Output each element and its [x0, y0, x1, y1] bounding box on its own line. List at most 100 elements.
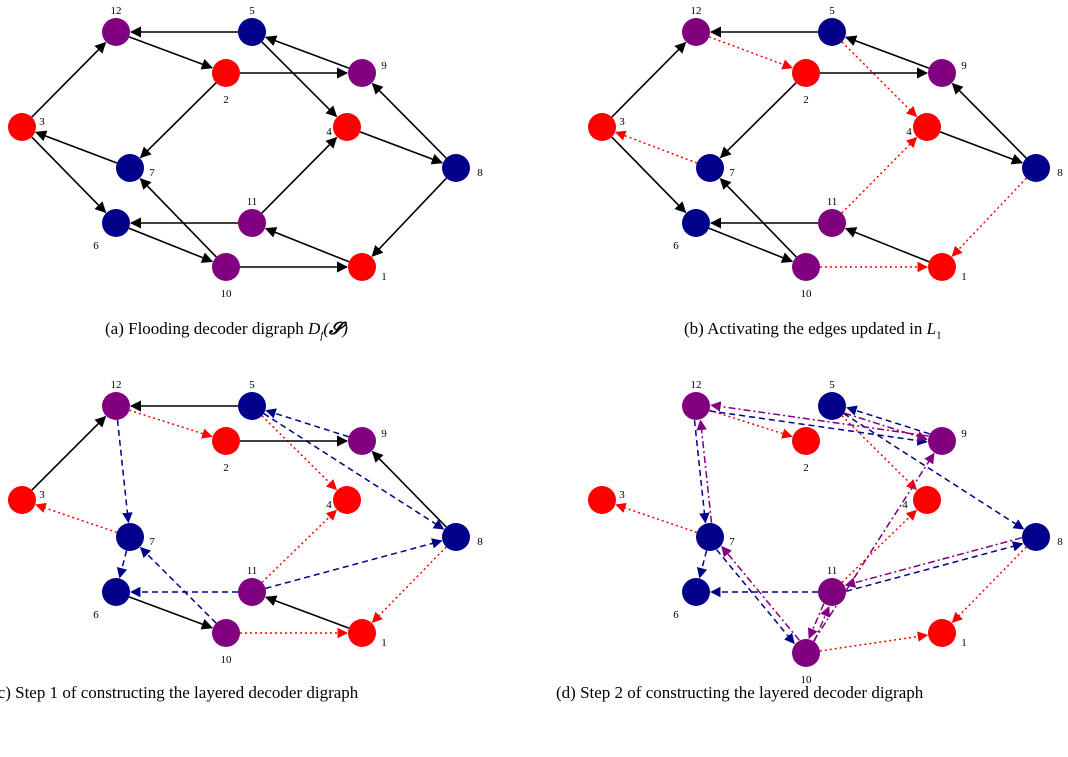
edge-5-to-9 — [844, 412, 928, 442]
caption-b-math: L1 — [926, 319, 942, 342]
node-4 — [913, 113, 941, 141]
edge-7-to-3 — [615, 502, 697, 534]
caption-a-text: (a) Flooding decoder digraph — [105, 319, 308, 338]
edge-12-to-2 — [708, 36, 793, 70]
caption-b-text: (b) Activating the edges updated in — [684, 319, 927, 338]
node-label-2: 2 — [803, 94, 809, 106]
panel-b: 1 2 3 4 5 6 7 8 9 10 11 12 — [580, 0, 1068, 300]
edge-11-to-8 — [265, 538, 443, 590]
edge-5-to-4 — [261, 41, 338, 118]
edge-9-to-5 — [845, 35, 930, 69]
edge-11-to-4 — [261, 136, 338, 214]
edge-10-to-7 — [139, 177, 217, 258]
edge-11-to-10 — [807, 603, 825, 639]
node-label-5: 5 — [249, 5, 255, 17]
edge-7-to-12 — [696, 419, 713, 523]
edge-11-to-4 — [841, 509, 917, 583]
node-label-3: 3 — [619, 116, 625, 128]
node-2 — [792, 427, 820, 455]
node-label-4: 4 — [906, 126, 912, 138]
node-9 — [928, 427, 956, 455]
node-label-11: 11 — [827, 196, 838, 208]
edge-8-to-1 — [371, 546, 447, 624]
node-10 — [792, 253, 820, 281]
caption-d: (d) Step 2 of constructing the layered d… — [556, 676, 1056, 710]
node-7 — [696, 154, 724, 182]
panel-a: 1 2 3 4 5 6 7 8 9 10 11 12 — [0, 0, 500, 300]
node-label-2: 2 — [223, 462, 229, 474]
node-10 — [212, 619, 240, 647]
edge-6-to-10 — [128, 227, 214, 263]
node-3 — [8, 113, 36, 141]
edge-11-to-4 — [261, 509, 337, 583]
node-11 — [818, 209, 846, 237]
node-2 — [212, 427, 240, 455]
panel-d: 1 2 3 4 5 6 7 8 9 10 11 12 — [580, 379, 1068, 686]
node-label-7: 7 — [729, 167, 735, 179]
node-label-7: 7 — [149, 536, 155, 548]
node-11 — [818, 578, 846, 606]
node-3 — [8, 486, 36, 514]
edge-12-to-9 — [709, 410, 928, 446]
node-label-5: 5 — [829, 5, 835, 17]
edge-10-to-7 — [139, 546, 217, 624]
node-label-6: 6 — [93, 240, 99, 252]
edge-9-to-12 — [710, 401, 929, 437]
node-label-4: 4 — [902, 499, 908, 511]
edge-8-to-9 — [371, 82, 447, 159]
node-label-12: 12 — [691, 379, 702, 391]
edge-8-to-1 — [951, 546, 1027, 624]
caption-b: (b) Activating the edges updated in L1 — [684, 312, 942, 352]
edge-7-to-3 — [34, 130, 118, 164]
node-label-8: 8 — [477, 167, 483, 179]
node-2 — [212, 59, 240, 87]
caption-c: (c) Step 1 of constructing the layered d… — [0, 676, 492, 710]
node-9 — [928, 59, 956, 87]
node-label-1: 1 — [381, 271, 387, 283]
node-label-11: 11 — [247, 565, 258, 577]
node-2 — [792, 59, 820, 87]
edge-5-to-8 — [263, 412, 445, 530]
node-10 — [792, 639, 820, 667]
edge-3-to-6 — [31, 136, 107, 214]
edges-a — [31, 26, 447, 273]
node-6 — [102, 578, 130, 606]
edge-11-to-8 — [846, 541, 1024, 592]
node-label-1: 1 — [381, 637, 387, 649]
node-5 — [818, 392, 846, 420]
node-12 — [682, 18, 710, 46]
node-1 — [928, 253, 956, 281]
node-11 — [238, 578, 266, 606]
node-1 — [928, 619, 956, 647]
edge-3-to-12 — [31, 41, 107, 118]
node-4 — [333, 486, 361, 514]
node-label-12: 12 — [691, 5, 702, 17]
edge-6-to-10 — [128, 596, 213, 630]
node-5 — [818, 18, 846, 46]
edge-1-to-11 — [265, 595, 350, 629]
node-label-10: 10 — [801, 674, 813, 686]
edge-12-to-7 — [116, 419, 133, 524]
edge-7-to-6 — [116, 550, 128, 579]
node-label-3: 3 — [619, 489, 625, 501]
node-9 — [348, 427, 376, 455]
node-label-3: 3 — [39, 489, 45, 501]
node-6 — [682, 578, 710, 606]
node-3 — [588, 486, 616, 514]
node-9 — [348, 59, 376, 87]
edge-5-to-4 — [841, 41, 918, 118]
node-label-2: 2 — [803, 462, 809, 474]
node-label-1: 1 — [961, 271, 967, 283]
node-7 — [696, 523, 724, 551]
node-10 — [212, 253, 240, 281]
edge-7-to-3 — [615, 130, 698, 164]
node-1 — [348, 253, 376, 281]
edges-d — [615, 401, 1027, 652]
node-7 — [116, 154, 144, 182]
node-label-1: 1 — [961, 637, 967, 649]
